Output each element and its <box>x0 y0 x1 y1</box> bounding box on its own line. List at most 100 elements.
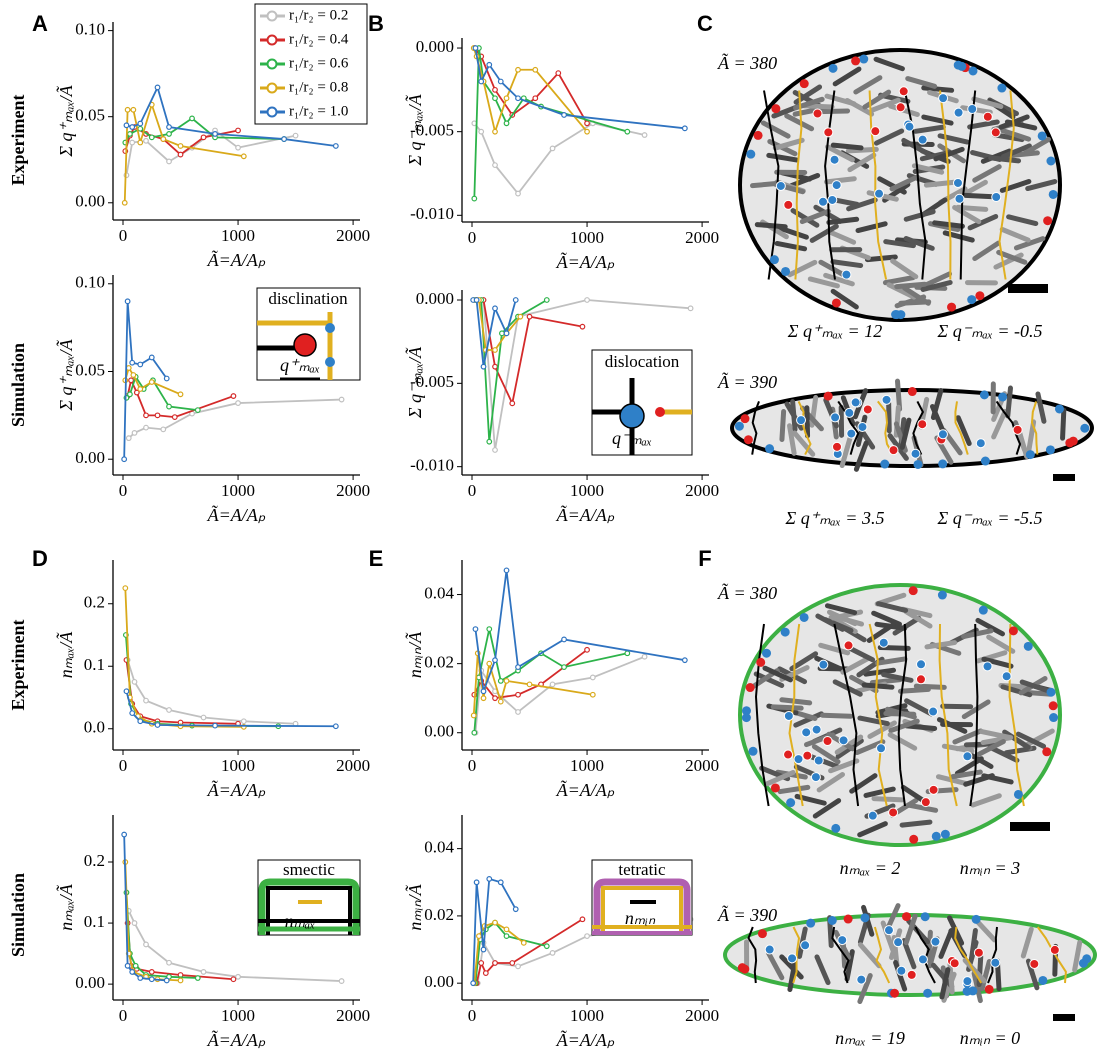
rod <box>921 114 954 126</box>
defect <box>801 727 812 738</box>
defect <box>823 127 834 138</box>
x-axis-label: Ã=A/Aₚ <box>556 252 615 272</box>
rod <box>961 628 994 640</box>
rod <box>820 712 854 719</box>
rod <box>971 96 1004 110</box>
defect <box>962 976 973 987</box>
rod <box>869 97 901 113</box>
y-tick-label: 0.10 <box>75 20 105 39</box>
point <box>163 977 170 984</box>
y-tick-label: 0.2 <box>84 851 105 870</box>
y-tick-label: 0.00 <box>424 972 454 991</box>
defect <box>806 918 816 928</box>
defect <box>813 755 824 766</box>
y-tick-label: 0.1 <box>84 655 105 674</box>
x-tick-label: 1000 <box>570 756 604 775</box>
point <box>127 131 133 137</box>
layer-line <box>954 401 969 455</box>
defect <box>856 974 867 985</box>
rod <box>779 408 787 442</box>
rod <box>986 634 1016 654</box>
defect <box>998 392 1008 402</box>
point <box>137 975 144 981</box>
rod <box>902 285 931 306</box>
rod <box>921 271 953 289</box>
rod <box>762 665 793 683</box>
point <box>515 95 521 102</box>
rod <box>892 615 922 636</box>
defect <box>843 640 854 651</box>
rod <box>809 223 839 243</box>
rod <box>981 656 1014 669</box>
defect <box>1001 671 1012 682</box>
defect <box>748 746 758 756</box>
point <box>561 112 567 118</box>
layer-line <box>959 90 977 280</box>
rod <box>921 85 955 93</box>
point <box>492 128 498 135</box>
x-axis-label: Ã=A/Aₚ <box>556 780 615 800</box>
defect <box>917 954 928 965</box>
defect <box>746 149 756 159</box>
point <box>292 132 299 139</box>
point <box>128 377 134 384</box>
defect <box>827 915 837 925</box>
rod <box>862 89 892 110</box>
defect <box>1046 156 1056 166</box>
defect <box>756 657 766 667</box>
rod <box>847 152 877 173</box>
rod <box>938 927 954 959</box>
rod <box>980 735 1014 746</box>
point <box>486 61 493 68</box>
legend-marker <box>266 58 278 70</box>
point <box>122 585 129 592</box>
point <box>129 710 136 717</box>
point <box>532 66 539 73</box>
rod <box>1013 236 1046 251</box>
rod <box>799 208 831 225</box>
defect <box>783 749 794 760</box>
rod <box>830 288 859 310</box>
layer-line <box>754 623 770 807</box>
layer-line <box>912 400 925 456</box>
rod <box>807 276 840 289</box>
point <box>332 723 339 730</box>
point <box>129 124 136 130</box>
point <box>137 125 144 132</box>
point <box>137 361 144 368</box>
point <box>579 323 586 330</box>
y-axis-label: Σ q⁺ₘₐₓ/Ã <box>56 338 76 411</box>
point <box>121 456 128 463</box>
y-axis-label: nₘᵢₙ/Ã <box>405 883 425 930</box>
rod <box>871 796 905 803</box>
point <box>123 122 130 129</box>
point <box>230 976 237 983</box>
rod <box>897 686 931 694</box>
rod <box>1021 136 1051 157</box>
defect <box>930 936 941 947</box>
image-stat: Σ q⁻ₘₐₓ = -5.5 <box>937 508 1043 528</box>
point <box>148 969 155 975</box>
x-tick-label: 0 <box>468 1006 477 1025</box>
layer-line <box>873 926 891 984</box>
point <box>131 429 138 436</box>
rod <box>963 773 995 787</box>
point <box>200 134 207 141</box>
point <box>473 879 480 886</box>
point <box>472 45 479 51</box>
x-tick-label: 2000 <box>336 481 370 500</box>
rod <box>863 667 897 677</box>
point <box>492 363 498 370</box>
point <box>492 95 498 102</box>
point <box>486 876 493 882</box>
rod <box>789 651 819 672</box>
rod <box>999 127 1032 142</box>
defect <box>938 93 949 104</box>
point <box>148 354 155 361</box>
defect <box>799 612 809 622</box>
image-stat: nₘᵢₙ = 3 <box>960 858 1020 878</box>
series-line <box>472 877 517 984</box>
rod <box>887 433 909 461</box>
defect <box>837 935 848 946</box>
inset-line <box>601 886 683 935</box>
